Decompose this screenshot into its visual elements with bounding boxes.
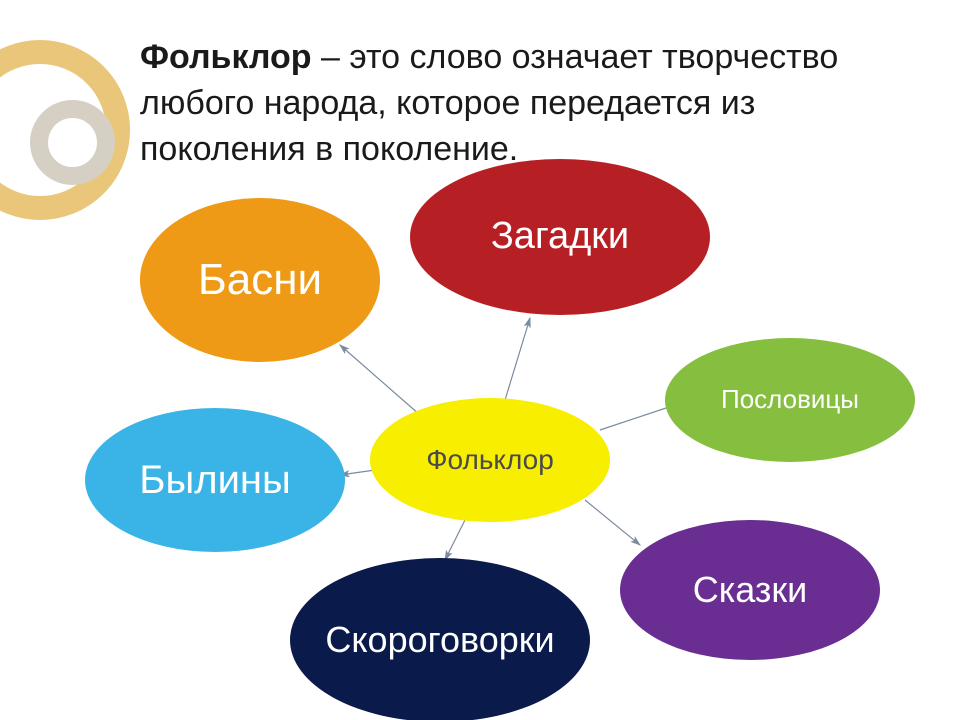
arrow-to-skorog — [445, 520, 465, 560]
node-zagadki-label: Загадки — [481, 215, 639, 259]
arrow-to-zagadki — [505, 318, 530, 400]
arrow-to-poslov — [600, 405, 675, 430]
decor-ring-inner — [30, 100, 115, 185]
node-poslov-label: Пословицы — [711, 385, 869, 415]
node-skorog-label: Скороговорки — [315, 619, 564, 660]
node-skorog: Скороговорки — [290, 558, 590, 720]
node-center-label: Фольклор — [416, 444, 564, 476]
node-byliny-label: Былины — [129, 457, 301, 503]
node-skazki-label: Сказки — [683, 569, 818, 610]
heading-term: Фольклор — [140, 38, 312, 76]
node-basni-label: Басни — [188, 255, 332, 306]
arrow-to-byliny — [340, 470, 375, 475]
node-zagadki: Загадки — [410, 159, 710, 315]
arrow-to-basni — [340, 345, 420, 415]
node-basni: Басни — [140, 198, 380, 362]
slide-heading: Фольклор – это слово означает творчество… — [140, 35, 860, 173]
slide-canvas: Фольклор – это слово означает творчество… — [0, 0, 960, 720]
arrow-to-skazki — [585, 500, 640, 545]
node-center: Фольклор — [370, 398, 610, 522]
node-byliny: Былины — [85, 408, 345, 552]
node-poslov: Пословицы — [665, 338, 915, 462]
node-skazki: Сказки — [620, 520, 880, 660]
